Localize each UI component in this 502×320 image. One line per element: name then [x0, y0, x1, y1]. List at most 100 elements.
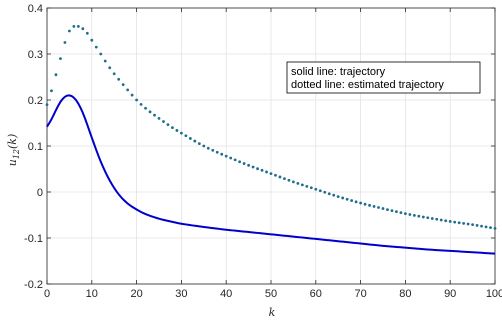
- data-point: [247, 163, 251, 167]
- data-point: [117, 77, 121, 81]
- data-point: [309, 186, 313, 190]
- data-point: [166, 123, 170, 127]
- data-point: [484, 225, 488, 229]
- data-point: [99, 52, 103, 56]
- data-point: [363, 202, 367, 206]
- data-point: [471, 223, 474, 227]
- data-point: [85, 31, 89, 35]
- data-point: [76, 25, 80, 28]
- data-point: [94, 45, 98, 49]
- data-point: [72, 25, 76, 28]
- data-point: [421, 215, 425, 219]
- y-tick-label: -0.2: [24, 279, 43, 291]
- data-point: [238, 160, 242, 164]
- data-point: [345, 197, 349, 201]
- data-point: [386, 208, 389, 212]
- data-point: [327, 192, 331, 196]
- legend: solid line: trajectory dotted line: esti…: [286, 61, 481, 94]
- data-point: [233, 158, 237, 162]
- data-point: [68, 29, 71, 33]
- x-tick-label: 90: [444, 288, 456, 300]
- y-tick-label: 0.3: [28, 49, 43, 61]
- data-point: [462, 221, 466, 225]
- data-point: [404, 212, 407, 216]
- data-point: [354, 200, 358, 204]
- data-point: [251, 165, 255, 169]
- legend-line-2: dotted line: estimated trajectory: [291, 79, 444, 91]
- data-point: [368, 203, 371, 207]
- y-tick-label: 0: [37, 187, 43, 199]
- data-point: [197, 142, 201, 146]
- series-estimated-trajectory: [45, 25, 497, 230]
- data-series: [45, 25, 497, 255]
- x-tick-label: 70: [354, 288, 366, 300]
- data-point: [426, 216, 430, 220]
- data-point: [126, 88, 130, 92]
- data-point: [381, 207, 385, 210]
- y-tick-label: 0.4: [28, 3, 43, 15]
- data-point: [45, 103, 49, 106]
- x-tick-label: 20: [130, 288, 142, 300]
- data-point: [81, 27, 85, 31]
- x-axis-label: k: [269, 306, 276, 319]
- data-point: [103, 59, 107, 63]
- data-point: [350, 199, 354, 202]
- data-point: [457, 221, 461, 225]
- data-point: [139, 102, 143, 106]
- data-point: [112, 72, 116, 76]
- data-point: [314, 187, 318, 191]
- data-point: [399, 211, 403, 215]
- data-point: [395, 210, 398, 214]
- data-point: [269, 172, 273, 176]
- legend-line-1: solid line: trajectory: [291, 66, 386, 78]
- y-tick-label: -0.1: [24, 233, 43, 245]
- data-point: [193, 139, 197, 143]
- y-tick-label: 0.2: [28, 95, 43, 107]
- data-point: [493, 226, 497, 230]
- data-point: [242, 162, 246, 165]
- data-point: [135, 98, 139, 102]
- x-tick-label: 30: [175, 288, 187, 300]
- data-point: [417, 214, 421, 218]
- data-point: [157, 117, 161, 120]
- data-point: [211, 148, 215, 152]
- data-point: [188, 137, 192, 140]
- data-point: [372, 205, 376, 208]
- data-point: [408, 213, 412, 216]
- data-point: [59, 57, 62, 60]
- data-point: [144, 106, 147, 110]
- data-point: [148, 110, 152, 114]
- data-point: [318, 189, 322, 193]
- data-point: [260, 168, 264, 172]
- data-point: [63, 41, 67, 44]
- data-point: [359, 201, 362, 205]
- data-point: [153, 113, 156, 117]
- x-tick-label: 100: [486, 288, 502, 300]
- data-point: [108, 66, 112, 70]
- data-point: [224, 154, 228, 158]
- data-point: [274, 173, 277, 177]
- data-point: [430, 217, 434, 220]
- series-trajectory: [46, 94, 496, 255]
- data-point: [489, 226, 492, 229]
- x-tick-label: 10: [86, 288, 98, 300]
- x-tick-label: 80: [399, 288, 411, 300]
- data-point: [435, 217, 439, 221]
- data-point: [377, 206, 380, 209]
- data-point: [130, 93, 134, 97]
- data-point: [390, 209, 394, 213]
- x-tick-label: 50: [265, 288, 277, 300]
- data-point: [265, 170, 268, 174]
- data-point: [202, 144, 206, 148]
- data-point: [54, 73, 58, 77]
- x-tick-label: 40: [220, 288, 232, 300]
- y-tick-label: 0.1: [28, 141, 43, 153]
- data-point: [475, 223, 479, 227]
- data-point: [296, 182, 300, 185]
- data-point: [256, 167, 259, 171]
- data-point: [448, 220, 452, 223]
- data-point: [305, 184, 309, 188]
- data-point: [175, 129, 179, 132]
